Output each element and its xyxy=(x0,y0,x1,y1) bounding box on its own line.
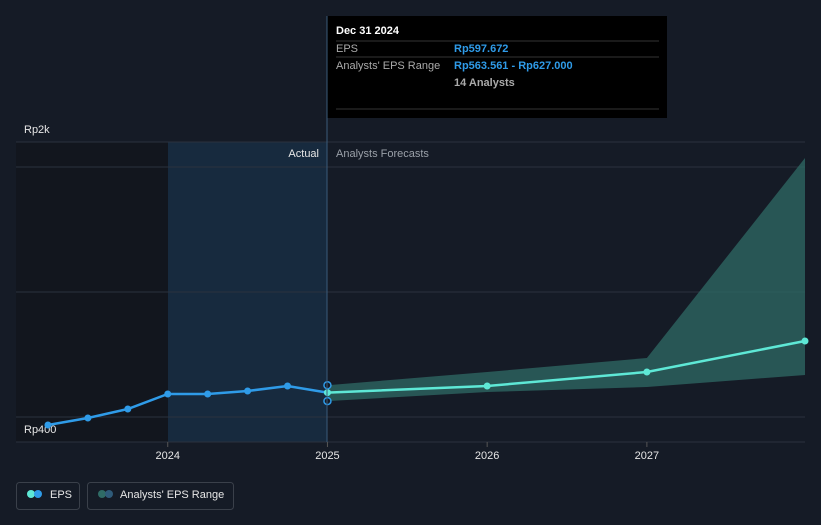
tooltip-label: EPS xyxy=(336,43,358,55)
tooltip-value: Rp563.561 - Rp627.000 xyxy=(454,60,573,72)
legend-label: EPS xyxy=(50,489,72,501)
eps-point xyxy=(244,387,252,395)
y-tick-label: Rp2k xyxy=(24,124,50,136)
legend-item[interactable] xyxy=(16,482,80,510)
eps-point xyxy=(124,405,132,413)
legend-swatch xyxy=(34,490,42,498)
tooltip-date: Dec 31 2024 xyxy=(336,25,400,37)
legend-swatch xyxy=(98,490,106,498)
eps-line xyxy=(47,384,328,427)
eps-point xyxy=(204,390,212,398)
tooltip-note: 14 Analysts xyxy=(454,77,515,89)
eps-line xyxy=(327,339,806,394)
x-tick-label: 2025 xyxy=(315,450,339,462)
legend-swatch xyxy=(27,490,35,498)
eps-point xyxy=(44,421,52,429)
x-tick-label: 2024 xyxy=(155,450,179,462)
tooltip-value: Rp597.672 xyxy=(454,43,508,55)
eps-point xyxy=(164,390,172,398)
eps-point xyxy=(84,414,92,422)
forecast-label: Analysts Forecasts xyxy=(336,148,429,160)
eps-point xyxy=(801,337,809,345)
legend-label: Analysts' EPS Range xyxy=(120,489,224,501)
tooltip: Dec 31 2024 EPS Rp597.672 Analysts' EPS … xyxy=(326,16,667,442)
x-tick-label: 2027 xyxy=(635,450,659,462)
actual-label: Actual xyxy=(288,148,319,160)
legend: EPS Analysts' EPS Range xyxy=(16,482,234,510)
legend-item[interactable] xyxy=(87,482,234,510)
x-tick-label: 2026 xyxy=(475,450,499,462)
eps-point xyxy=(284,382,292,390)
tooltip-box xyxy=(327,16,667,118)
eps-point xyxy=(483,382,491,390)
eps-point xyxy=(643,368,651,376)
y-tick-label: Rp400 xyxy=(24,424,56,436)
legend-swatch xyxy=(105,490,113,498)
tooltip-label: Analysts' EPS Range xyxy=(336,60,440,72)
range-area xyxy=(327,158,805,402)
